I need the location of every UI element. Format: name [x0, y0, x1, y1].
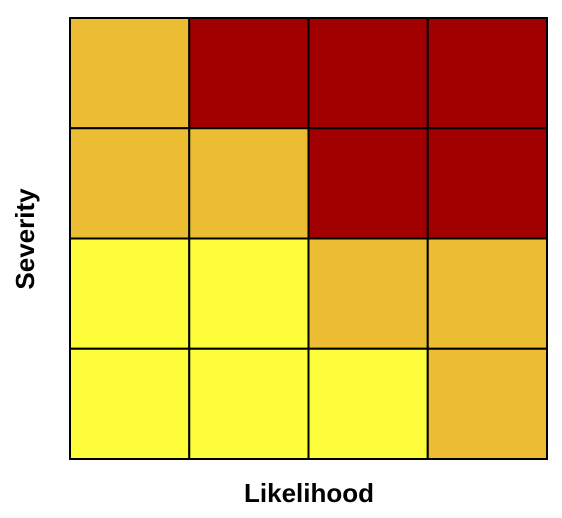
- matrix-cell: [426, 17, 548, 130]
- x-axis-label: Likelihood: [244, 478, 374, 508]
- matrix-cell: [188, 127, 310, 240]
- matrix-cell: [426, 237, 548, 350]
- matrix-cell: [307, 347, 429, 460]
- matrix-grid: [69, 17, 548, 460]
- matrix-cell: [307, 237, 429, 350]
- matrix-cell: [188, 17, 310, 130]
- matrix-cell: [69, 237, 191, 350]
- matrix-cell: [426, 127, 548, 240]
- matrix-cell: [69, 17, 191, 130]
- y-axis-label: Severity: [10, 188, 40, 290]
- matrix-cell: [307, 17, 429, 130]
- matrix-cell: [426, 347, 548, 460]
- matrix-cell: [188, 347, 310, 460]
- matrix-cell: [188, 237, 310, 350]
- matrix-cell: [69, 347, 191, 460]
- matrix-cell: [307, 127, 429, 240]
- matrix-cell: [69, 127, 191, 240]
